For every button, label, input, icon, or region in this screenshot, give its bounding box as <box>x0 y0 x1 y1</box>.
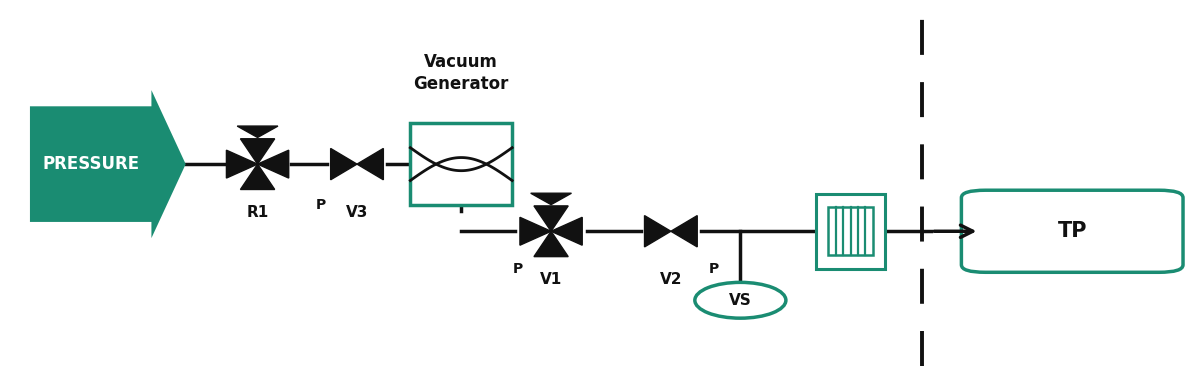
Ellipse shape <box>695 282 786 318</box>
Text: V2: V2 <box>660 272 682 287</box>
FancyBboxPatch shape <box>816 194 885 269</box>
Polygon shape <box>237 126 278 138</box>
Polygon shape <box>241 139 274 164</box>
Text: V1: V1 <box>540 272 562 287</box>
Polygon shape <box>520 217 551 245</box>
Polygon shape <box>241 164 274 189</box>
Text: V3: V3 <box>346 205 368 220</box>
Polygon shape <box>551 217 582 245</box>
Polygon shape <box>531 193 571 205</box>
FancyBboxPatch shape <box>411 123 513 205</box>
Polygon shape <box>357 148 383 180</box>
FancyBboxPatch shape <box>828 207 873 255</box>
Text: R1: R1 <box>247 205 268 220</box>
Polygon shape <box>534 231 568 257</box>
Text: VS: VS <box>730 293 751 308</box>
FancyBboxPatch shape <box>961 190 1184 272</box>
Text: PRESSURE: PRESSURE <box>42 155 139 173</box>
Polygon shape <box>645 216 671 247</box>
Polygon shape <box>671 216 697 247</box>
Polygon shape <box>258 150 289 178</box>
Text: Vacuum
Generator: Vacuum Generator <box>413 53 509 93</box>
Text: P: P <box>316 198 326 212</box>
Text: P: P <box>513 261 522 276</box>
Polygon shape <box>30 90 186 238</box>
Polygon shape <box>331 148 357 180</box>
Polygon shape <box>534 206 568 231</box>
Text: TP: TP <box>1058 221 1087 241</box>
Polygon shape <box>226 150 258 178</box>
Text: P: P <box>709 261 719 276</box>
